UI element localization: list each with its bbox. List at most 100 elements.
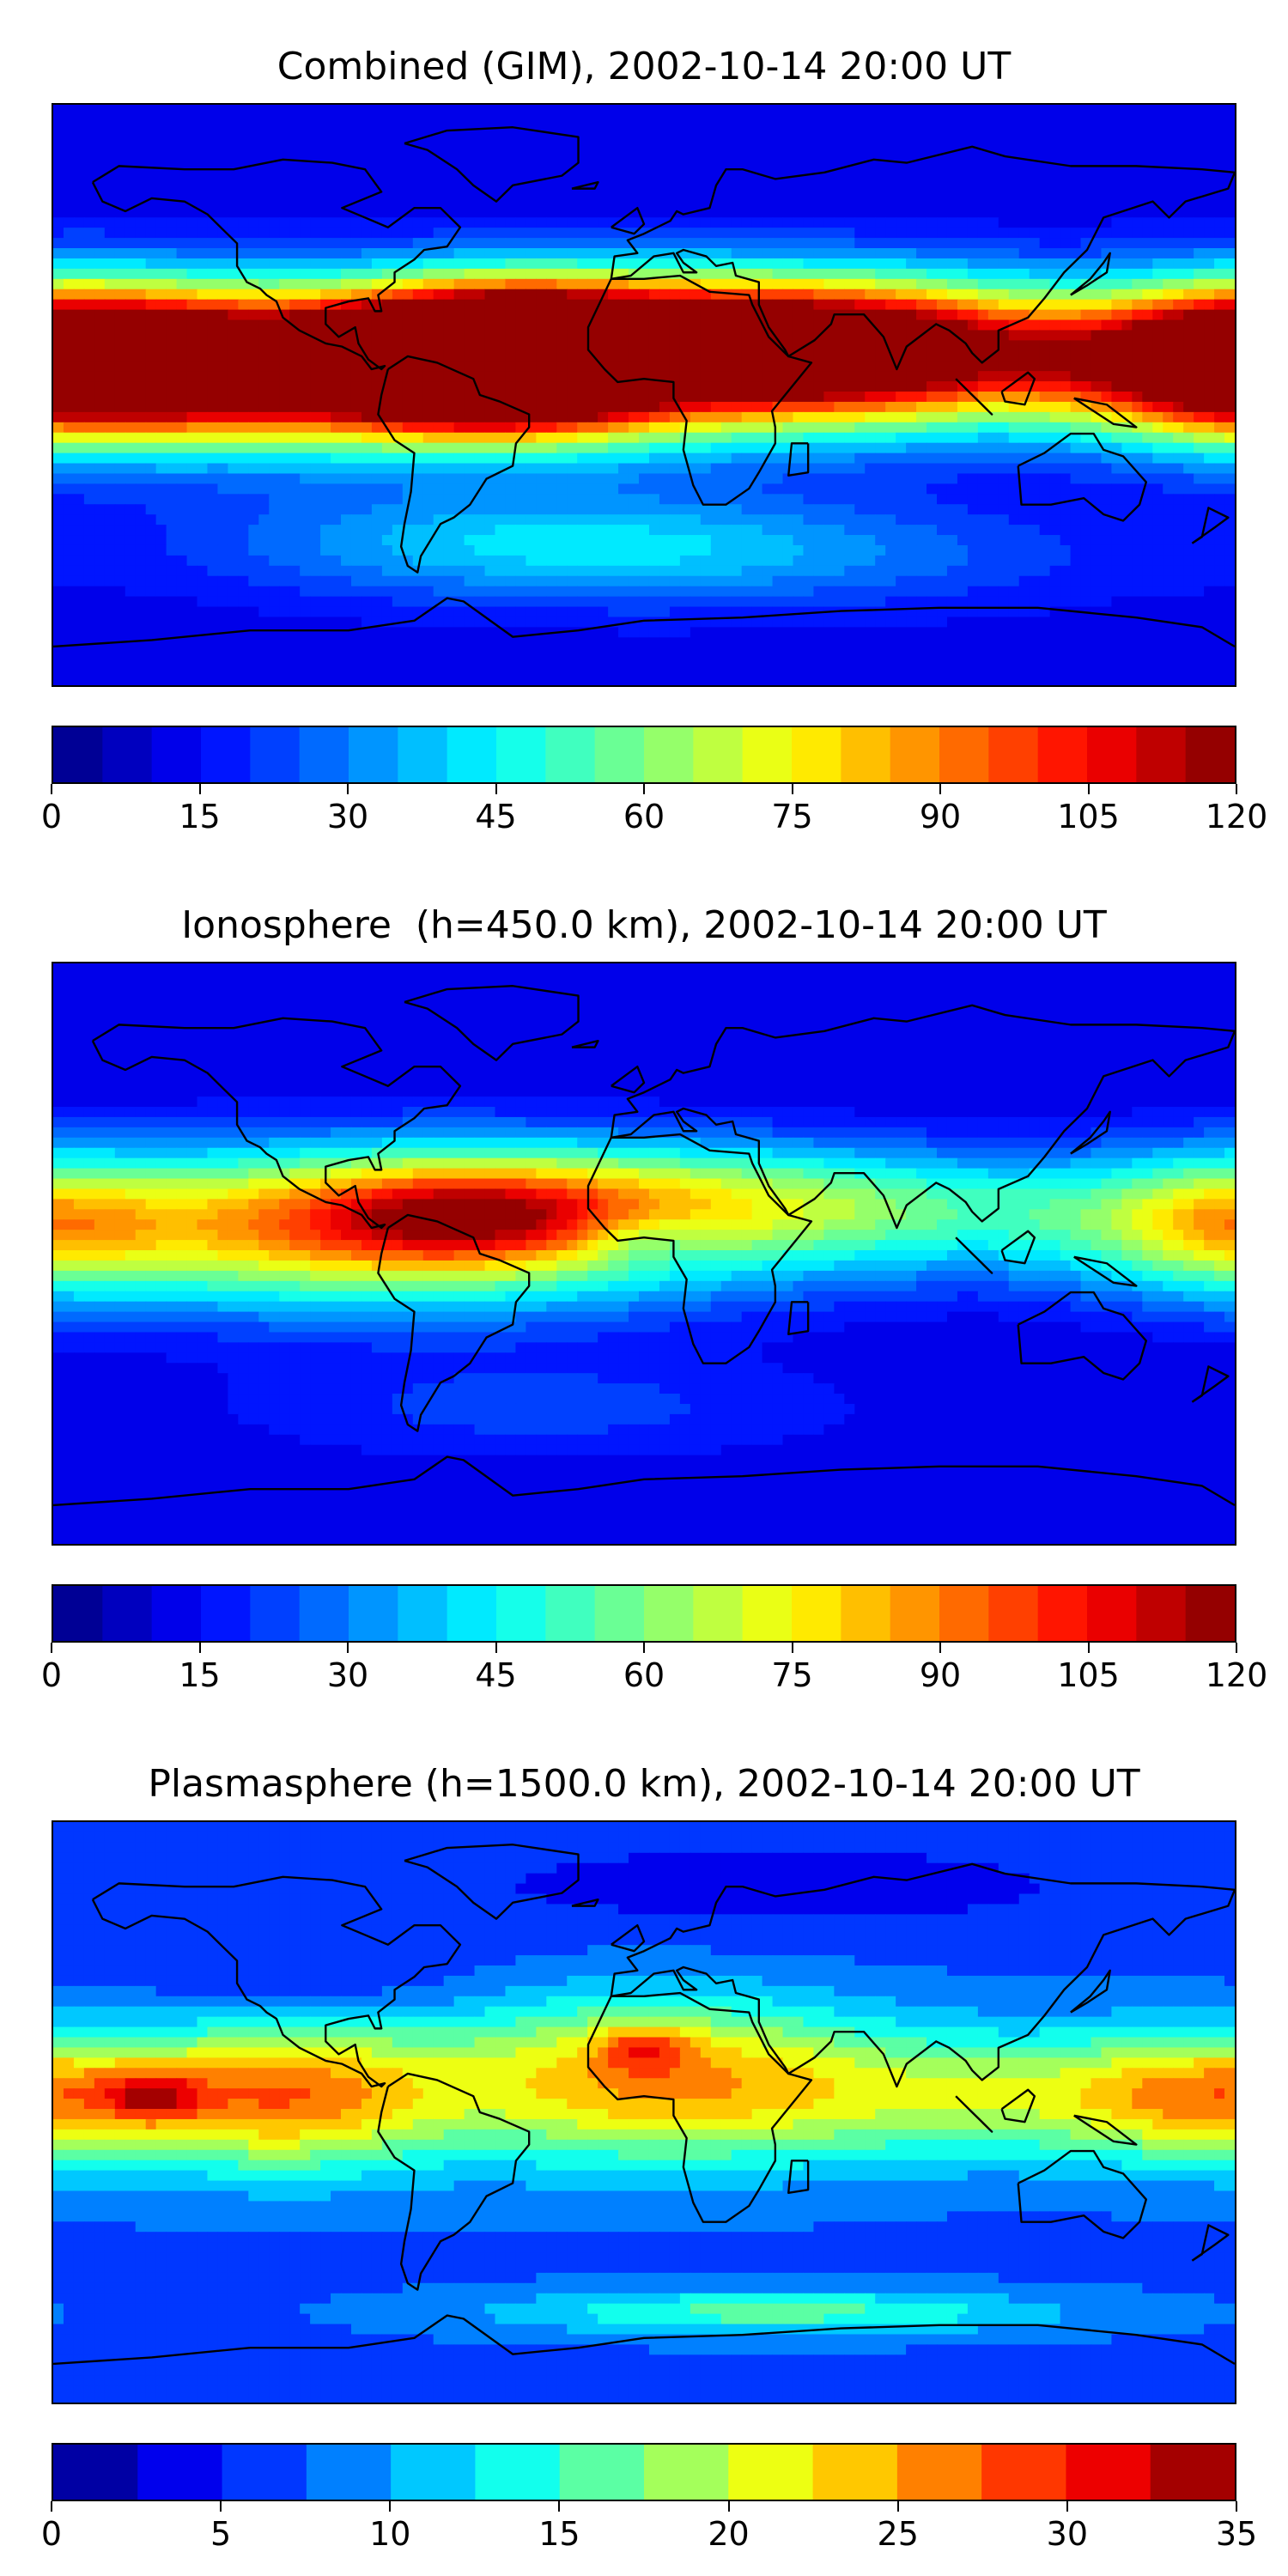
- field-cell: [567, 278, 578, 290]
- field-cell: [987, 483, 999, 495]
- field-cell: [495, 207, 507, 218]
- field-cell: [834, 453, 845, 465]
- field-cell: [1008, 494, 1020, 505]
- field-cell: [402, 319, 414, 331]
- field-cell: [300, 514, 311, 526]
- field-cell: [166, 145, 178, 157]
- field-cell: [1080, 381, 1092, 392]
- field-cell: [1029, 289, 1041, 301]
- field-cell: [1111, 392, 1122, 403]
- field-cell: [341, 289, 352, 301]
- field-cell: [258, 105, 270, 116]
- field-cell: [217, 238, 229, 249]
- field-cell: [1039, 166, 1051, 178]
- field-cell: [289, 217, 301, 228]
- field-cell: [1018, 350, 1030, 361]
- field-cell: [916, 268, 927, 280]
- field-cell: [474, 125, 486, 137]
- field-cell: [927, 340, 938, 351]
- field-cell: [896, 145, 907, 157]
- field-cell: [906, 114, 917, 126]
- field-cell: [648, 453, 660, 465]
- field-cell: [906, 525, 917, 536]
- field-cell: [608, 483, 619, 495]
- field-cell: [710, 299, 722, 311]
- field-cell: [350, 278, 362, 290]
- field-cell: [331, 483, 342, 495]
- field-cell: [135, 504, 147, 515]
- field-cell: [515, 145, 526, 157]
- field-cell: [803, 422, 815, 434]
- field-cell: [690, 514, 702, 526]
- field-cell: [854, 381, 866, 392]
- field-cell: [83, 371, 95, 382]
- field-cell: [125, 525, 137, 536]
- field-cell: [300, 453, 311, 465]
- field-cell: [176, 217, 188, 228]
- field-cell: [135, 114, 147, 126]
- field-cell: [145, 432, 157, 444]
- field-cell: [720, 278, 732, 290]
- field-cell: [381, 186, 393, 197]
- field-cell: [1194, 442, 1205, 454]
- field-cell: [1039, 217, 1051, 228]
- field-cell: [885, 105, 896, 116]
- field-cell: [135, 207, 147, 218]
- field-cell: [371, 432, 383, 444]
- field-cell: [186, 186, 198, 197]
- field-cell: [577, 299, 588, 311]
- field-cell: [238, 463, 249, 475]
- field-cell: [916, 494, 927, 505]
- field-cell: [782, 186, 794, 197]
- field-cell: [556, 197, 568, 208]
- field-cell: [731, 228, 743, 239]
- field-cell: [474, 248, 486, 259]
- field-cell: [987, 442, 999, 454]
- field-cell: [464, 350, 476, 361]
- field-cell: [402, 145, 414, 157]
- field-cell: [53, 483, 64, 495]
- field-cell: [433, 268, 445, 280]
- field-cell: [639, 401, 650, 413]
- field-cell: [813, 463, 824, 475]
- field-cell: [1029, 258, 1041, 270]
- field-cell: [1060, 401, 1072, 413]
- field-cell: [248, 453, 259, 465]
- field-cell: [1121, 535, 1133, 546]
- field-cell: [371, 411, 383, 423]
- field-cell: [1060, 258, 1072, 270]
- field-cell: [1111, 217, 1122, 228]
- field-cell: [946, 309, 958, 321]
- field-cell: [1224, 299, 1235, 311]
- field-cell: [546, 258, 557, 270]
- field-cell: [381, 411, 393, 423]
- field-cell: [289, 463, 301, 475]
- field-cell: [289, 422, 301, 434]
- field-cell: [269, 361, 280, 372]
- field-cell: [1163, 340, 1174, 351]
- field-cell: [1163, 494, 1174, 505]
- field-cell: [474, 217, 486, 228]
- field-cell: [515, 422, 526, 434]
- field-cell: [114, 442, 126, 454]
- field-cell: [300, 319, 311, 331]
- field-cell: [987, 401, 999, 413]
- field-cell: [433, 105, 445, 116]
- field-cell: [217, 473, 229, 484]
- field-cell: [793, 145, 805, 157]
- field-cell: [310, 207, 321, 218]
- field-cell: [1111, 401, 1122, 413]
- field-cell: [608, 299, 619, 311]
- field-cell: [104, 371, 116, 382]
- field-cell: [104, 453, 116, 465]
- field-cell: [885, 217, 896, 228]
- field-cell: [946, 330, 958, 341]
- field-cell: [946, 289, 958, 301]
- field-cell: [916, 361, 927, 372]
- field-cell: [381, 340, 393, 351]
- field-cell: [967, 494, 979, 505]
- field-cell: [865, 494, 876, 505]
- field-cell: [1060, 411, 1072, 423]
- field-cell: [1018, 504, 1030, 515]
- field-cell: [896, 238, 907, 249]
